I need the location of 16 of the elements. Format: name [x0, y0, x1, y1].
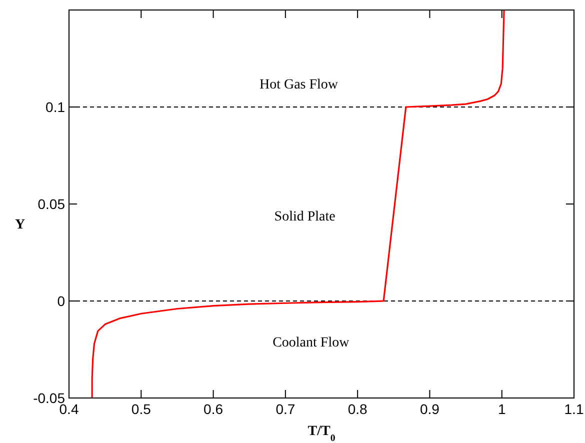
- x-tick-label: 0.7: [276, 401, 296, 417]
- x-tick-label: 0.6: [204, 401, 224, 417]
- annotation: Hot Gas Flow: [259, 78, 339, 93]
- y-tick-label: 0.1: [46, 99, 66, 115]
- y-tick-label: 0: [57, 293, 66, 309]
- annotation: Solid Plate: [274, 210, 336, 225]
- line-series: [91, 9, 505, 399]
- x-tick-label: 0.9: [420, 401, 440, 417]
- x-tick-label: 0.8: [348, 401, 368, 417]
- x-tick-label: 0.5: [131, 401, 152, 417]
- y-axis-title: Y: [14, 217, 26, 232]
- x-axis-title: T/T$_{0}$: [308, 424, 336, 443]
- x-tick-label: 1.1: [564, 401, 584, 417]
- x-tick-label: 1: [498, 401, 506, 417]
- annotation: Coolant Flow: [272, 336, 350, 351]
- y-tick-label: 0.05: [38, 196, 66, 212]
